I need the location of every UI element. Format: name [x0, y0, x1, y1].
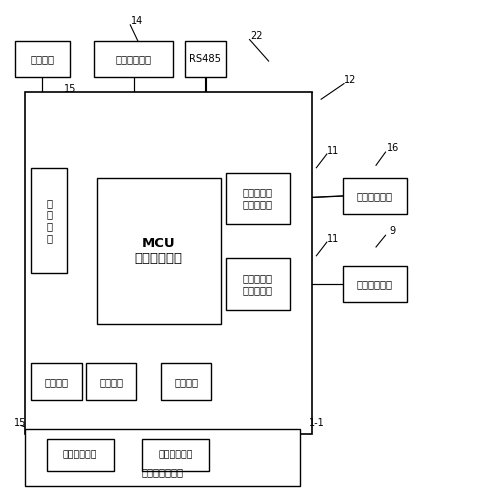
Text: 11: 11: [327, 146, 339, 155]
Text: 电
源
模
块: 电 源 模 块: [47, 198, 52, 243]
Text: 电源接口: 电源接口: [30, 54, 54, 64]
Text: 回转步进电
动机驱动器: 回转步进电 动机驱动器: [243, 187, 273, 209]
Bar: [343, 178, 407, 214]
Bar: [343, 266, 407, 302]
Text: 22: 22: [251, 31, 263, 41]
Bar: [25, 430, 300, 486]
Text: 大臂步进电
动机驱动器: 大臂步进电 动机驱动器: [243, 273, 273, 295]
Bar: [95, 40, 173, 77]
Text: 超声波接收头: 超声波接收头: [63, 451, 97, 460]
Text: 检波电路: 检波电路: [99, 377, 123, 387]
Text: 11: 11: [327, 234, 339, 244]
Text: 大臂步进电机: 大臂步进电机: [357, 279, 393, 289]
Text: 15: 15: [64, 85, 77, 94]
Text: 14: 14: [131, 16, 144, 26]
Text: 12: 12: [344, 75, 356, 85]
Text: 超声波发射头: 超声波发射头: [158, 451, 193, 460]
Bar: [97, 178, 221, 324]
Bar: [142, 439, 209, 471]
Text: 15: 15: [14, 418, 27, 428]
Text: RS485: RS485: [190, 54, 221, 64]
Text: MCU
控制处理单元: MCU 控制处理单元: [135, 237, 183, 265]
Bar: [47, 439, 114, 471]
Text: 16: 16: [386, 143, 399, 153]
Text: 超声波收发探头: 超声波收发探头: [142, 467, 183, 477]
Bar: [15, 40, 70, 77]
Text: 无线接收节点: 无线接收节点: [116, 54, 152, 64]
Bar: [185, 40, 226, 77]
Text: 放大电路: 放大电路: [45, 377, 69, 387]
Text: 放大电路: 放大电路: [174, 377, 198, 387]
Bar: [25, 92, 312, 434]
Bar: [226, 173, 290, 224]
Bar: [32, 364, 82, 400]
Bar: [226, 258, 290, 309]
Bar: [161, 364, 211, 400]
Text: 1-1: 1-1: [309, 418, 324, 428]
Text: 回转步进电机: 回转步进电机: [357, 191, 393, 201]
Text: 9: 9: [390, 226, 396, 236]
Bar: [32, 168, 67, 273]
Bar: [86, 364, 136, 400]
